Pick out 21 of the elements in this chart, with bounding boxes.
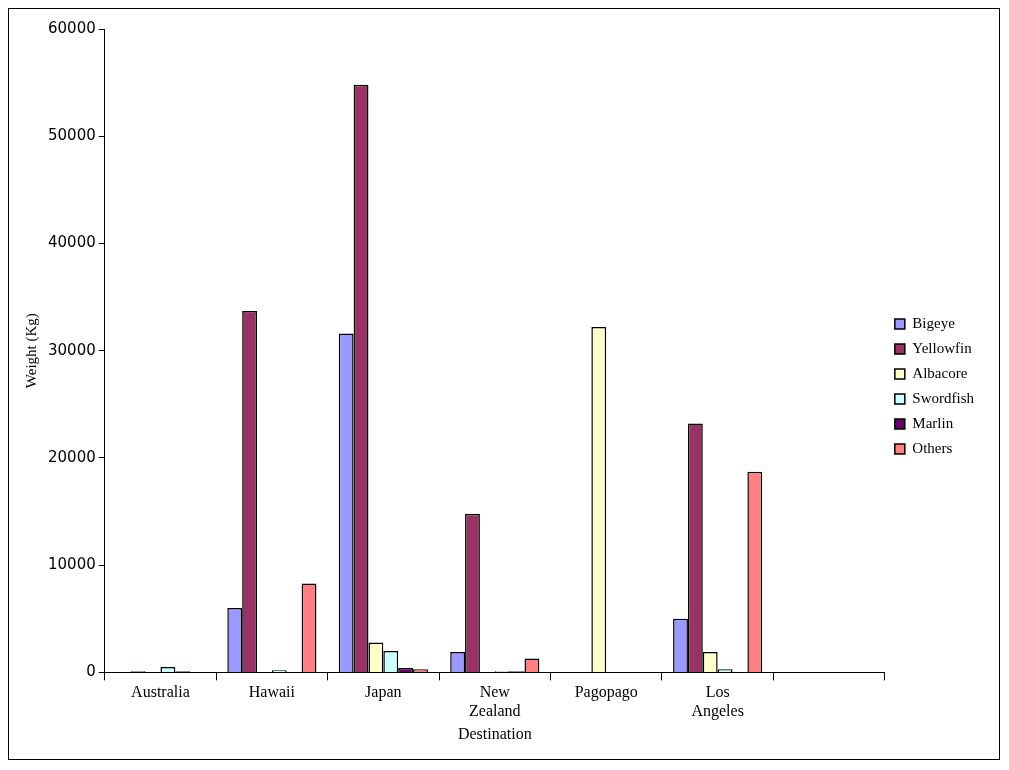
legend-label: Marlin [912,414,954,431]
legend-label: Swordfish [912,389,975,406]
legend-label: Yellowfin [912,339,973,356]
x-tick-label: Pagopago [574,683,638,702]
y-tick-label: 30000 [48,340,96,359]
y-axis-title: Weight (Kg) [22,313,40,389]
legend-label: Others [912,439,953,456]
x-tick-label: Hawaii [248,683,296,701]
legend-label: Albacore [912,364,968,381]
y-tick-label: 10000 [48,555,96,574]
y-tick-label: 0 [86,662,96,681]
x-tick-label: Australia [131,683,190,701]
y-tick-label: 60000 [48,18,96,37]
x-tick-label: Los Angeles [691,683,744,721]
x-tick-label: Japan [365,683,402,702]
x-axis-title: Destination [457,724,532,742]
y-tick-label: 50000 [48,126,96,145]
y-tick-label: 40000 [48,233,96,252]
x-tick-label: New Zealand [469,683,521,720]
y-tick-label: 20000 [48,447,96,466]
legend-label: Bigeye [912,314,956,331]
